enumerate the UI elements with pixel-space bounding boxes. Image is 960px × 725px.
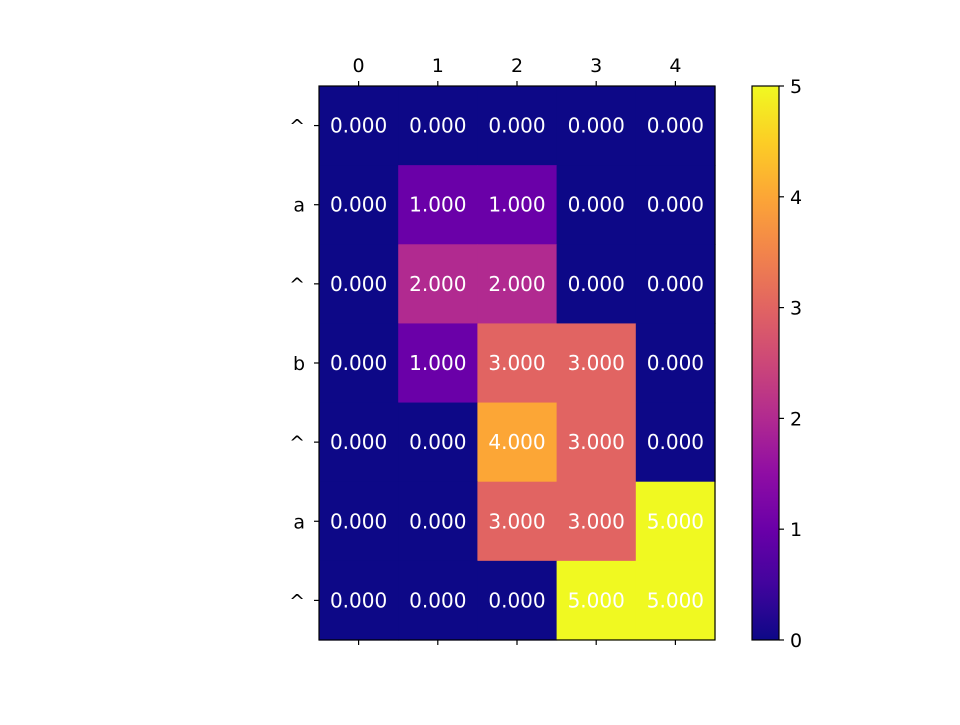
cell-value-label: 0.000	[647, 114, 704, 138]
heatmap-cell	[635, 402, 716, 483]
axis-ticks: 0 1 2 3 4 ^ a ^ b ^ a ^	[289, 55, 681, 645]
heatmap-cell	[635, 481, 716, 562]
cell-value-label: 0.000	[488, 588, 545, 612]
cell-value-label: 0.000	[330, 272, 387, 296]
heatmap-cell	[398, 560, 478, 641]
cell-value-label: 5.000	[647, 509, 704, 533]
cell-value-label: 3.000	[488, 509, 545, 533]
heatmap-cell	[319, 165, 399, 245]
heatmap-cell	[319, 481, 399, 562]
heatmap-cell	[556, 86, 637, 166]
heatmap-cell	[556, 402, 637, 483]
cell-value-label: 1.000	[409, 193, 466, 217]
cell-value-label: 0.000	[330, 430, 387, 454]
cell-value-label: 0.000	[409, 114, 466, 138]
heatmap-cell	[477, 165, 558, 245]
heatmap-cell	[398, 244, 478, 325]
cell-value-label: 3.000	[568, 430, 625, 454]
cell-value-label: 5.000	[568, 588, 625, 612]
x-tick-label: 2	[511, 55, 523, 77]
cell-value-label: 3.000	[568, 351, 625, 375]
cell-value-labels: 0.000 0.000 0.000 0.000 0.000 0.000 1.000 1.000…	[330, 114, 704, 613]
colorbar-tick-label: 5	[790, 76, 802, 98]
cell-value-label: 0.000	[647, 193, 704, 217]
heatmap-cell	[398, 165, 478, 245]
x-tick-label: 4	[669, 55, 681, 77]
cell-value-label: 1.000	[409, 351, 466, 375]
colorbar-tick-label: 4	[790, 187, 802, 209]
y-tick-label: ^	[289, 274, 305, 296]
heatmap-cell	[319, 323, 399, 404]
heatmap-cell	[477, 323, 558, 404]
heatmap-cell	[477, 86, 558, 166]
colorbar-tick-label: 2	[790, 408, 802, 430]
heatmap-cell	[635, 86, 716, 166]
cell-value-label: 1.000	[488, 193, 545, 217]
cell-value-label: 0.000	[330, 193, 387, 217]
cell-value-label: 5.000	[647, 588, 704, 612]
heatmap-cell	[556, 323, 637, 404]
heatmap-cell	[477, 560, 558, 641]
x-tick-label: 3	[590, 55, 602, 77]
x-tick-label: 1	[432, 55, 444, 77]
heatmap-cell	[556, 165, 637, 245]
cell-value-label: 0.000	[488, 114, 545, 138]
y-tick-label: ^	[289, 432, 305, 454]
y-tick-label: ^	[289, 116, 305, 138]
colorbar-tick-label: 1	[790, 519, 802, 541]
heatmap-cell	[398, 402, 478, 483]
cell-value-label: 0.000	[647, 351, 704, 375]
x-tick-label: 0	[353, 55, 365, 77]
heatmap-cell	[398, 481, 478, 562]
y-tick-label: a	[293, 195, 305, 217]
heatmap-cell	[319, 86, 399, 166]
heatmap-cells	[319, 86, 716, 641]
heatmap-cell	[319, 560, 399, 641]
cell-value-label: 3.000	[488, 351, 545, 375]
heatmap-cell	[635, 560, 716, 641]
cell-value-label: 0.000	[568, 114, 625, 138]
colorbar-ticks: 0 1 2 3 4 5	[779, 76, 802, 652]
cell-value-label: 0.000	[330, 351, 387, 375]
heatmap-cell	[635, 165, 716, 245]
heatmap-cell	[477, 244, 558, 325]
heatmap-cell	[635, 244, 716, 325]
heatmap-cell	[556, 244, 637, 325]
cell-value-label: 2.000	[488, 272, 545, 296]
colorbar-gradient	[751, 85, 780, 641]
y-tick-label: ^	[289, 590, 305, 612]
cell-value-label: 0.000	[409, 588, 466, 612]
cell-value-label: 0.000	[568, 272, 625, 296]
heatmap-cell	[556, 481, 637, 562]
heatmap-cell	[398, 86, 478, 166]
heatmap-cell	[556, 560, 637, 641]
cell-value-label: 0.000	[647, 430, 704, 454]
heatmap-cell	[319, 244, 399, 325]
heatmap-cell	[635, 323, 716, 404]
heatmap-cell	[477, 481, 558, 562]
cell-value-label: 0.000	[568, 193, 625, 217]
cell-value-label: 0.000	[330, 509, 387, 533]
colorbar-tick-label: 3	[790, 298, 802, 320]
cell-value-label: 3.000	[568, 509, 625, 533]
colorbar: 0 1 2 3 4 5	[751, 76, 802, 652]
heatmap-cell	[477, 402, 558, 483]
cell-value-label: 4.000	[488, 430, 545, 454]
y-tick-label: b	[293, 353, 305, 375]
y-tick-label: a	[293, 511, 305, 533]
colorbar-tick-label: 0	[790, 630, 802, 652]
cell-value-label: 0.000	[647, 272, 704, 296]
cell-value-label: 0.000	[409, 509, 466, 533]
cell-value-label: 0.000	[330, 588, 387, 612]
cell-value-label: 0.000	[409, 430, 466, 454]
heatmap-cell	[398, 323, 478, 404]
cell-value-label: 2.000	[409, 272, 466, 296]
cell-value-label: 0.000	[330, 114, 387, 138]
heatmap-cell	[319, 402, 399, 483]
